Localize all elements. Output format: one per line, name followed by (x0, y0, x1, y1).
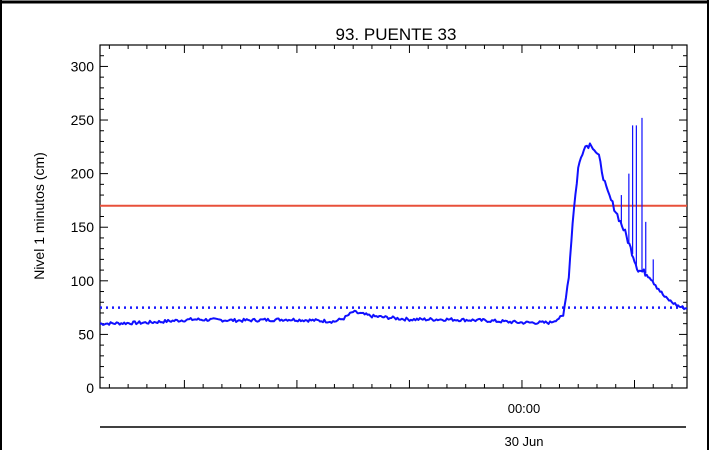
y-tick-label: 50 (78, 326, 94, 342)
y-tick-label: 100 (71, 273, 95, 289)
plot-frame (99, 44, 688, 389)
y-tick-label: 200 (71, 166, 95, 182)
chart-title: 93. PUENTE 33 (336, 25, 457, 44)
series-line (99, 142, 688, 326)
y-tick-label: 250 (71, 112, 95, 128)
y-axis-label: Nivel 1 minutos (cm) (31, 152, 47, 280)
date-label: 30 Jun (504, 434, 543, 449)
plot-area: 0 50 100 150 200 250 300 (71, 44, 688, 396)
y-tick-label: 150 (71, 219, 95, 235)
y-tick-label: 300 (71, 58, 95, 74)
y-tick-label: 0 (86, 380, 94, 396)
x-tick-label-0000: 00:00 (508, 401, 541, 416)
